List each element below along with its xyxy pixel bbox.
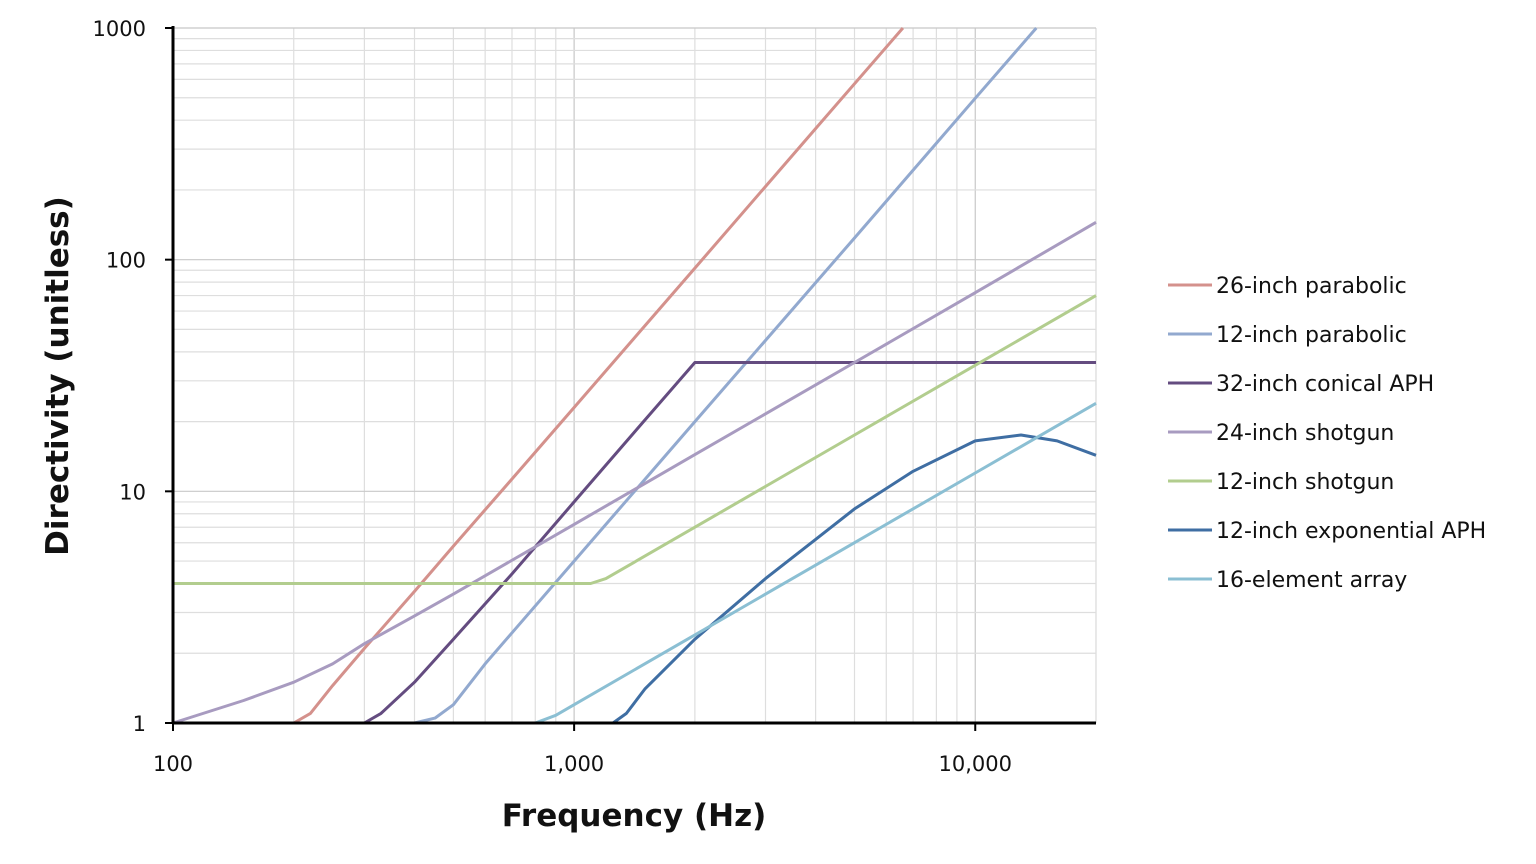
y-tick-label: 100	[106, 249, 146, 273]
legend-item: 12-inch shotgun	[1168, 470, 1394, 495]
legend-label: 26-inch parabolic	[1216, 274, 1407, 299]
series-line-2	[173, 361, 1096, 725]
legend-label: 32-inch conical APH	[1216, 372, 1434, 397]
legend-label: 24-inch shotgun	[1216, 421, 1394, 446]
legend-label: 16-element array	[1216, 568, 1407, 593]
legend-item: 16-element array	[1168, 568, 1407, 593]
y-tick-label: 1	[133, 712, 146, 736]
legend: 26-inch parabolic 12-inch parabolic 32-inc…	[1168, 274, 1486, 593]
legend-item: 12-inch parabolic	[1168, 323, 1407, 348]
legend-label: 12-inch exponential APH	[1216, 519, 1486, 544]
tick-labels: 100 1,000 10,000 1 10 100 1000	[93, 17, 1012, 776]
y-tick-label: 10	[119, 480, 146, 504]
legend-item: 24-inch shotgun	[1168, 421, 1394, 446]
legend-label: 12-inch parabolic	[1216, 323, 1407, 348]
x-tick-label: 10,000	[939, 752, 1012, 776]
x-axis-title: Frequency (Hz)	[502, 798, 767, 834]
x-tick-label: 1,000	[544, 752, 604, 776]
series-line-5	[173, 433, 1097, 725]
axes	[171, 26, 1096, 725]
series-line-3	[172, 221, 1097, 725]
legend-label: 12-inch shotgun	[1216, 470, 1394, 495]
legend-item: 32-inch conical APH	[1168, 372, 1434, 397]
grid	[172, 27, 1097, 724]
x-tick-label: 100	[153, 752, 193, 776]
y-axis-title: Directivity (unitless)	[40, 196, 76, 556]
series-line-1	[173, 27, 1038, 725]
y-tick-label: 1000	[93, 17, 146, 41]
legend-item: 12-inch exponential APH	[1168, 519, 1486, 544]
series-line-0	[173, 27, 905, 725]
legend-item: 26-inch parabolic	[1168, 274, 1407, 299]
series-line-4	[173, 294, 1097, 585]
series-lines	[172, 27, 1097, 725]
